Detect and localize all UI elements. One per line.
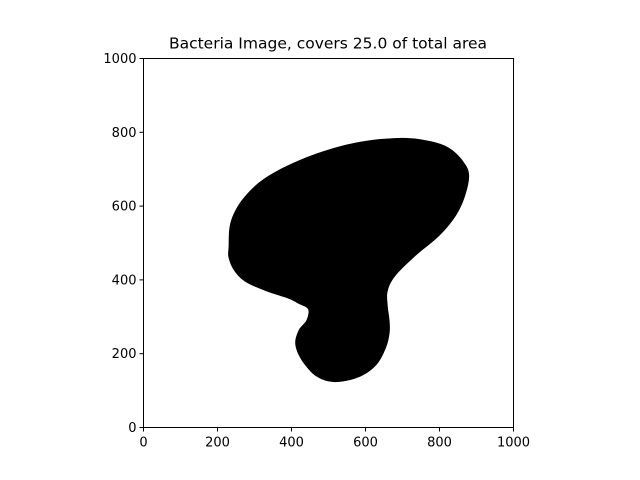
x-tick-label: 1000 bbox=[497, 436, 530, 451]
x-tick-label: 0 bbox=[139, 436, 147, 451]
y-tick-label: 1000 bbox=[103, 52, 136, 67]
y-tick-label: 600 bbox=[112, 200, 137, 215]
y-tick-label: 800 bbox=[112, 126, 137, 141]
bacteria-region bbox=[228, 137, 470, 383]
y-tick-label: 0 bbox=[128, 421, 136, 436]
plot-frame bbox=[143, 58, 514, 428]
y-tick-label: 400 bbox=[112, 273, 137, 288]
x-tick-label: 400 bbox=[279, 436, 304, 451]
x-tick-label: 600 bbox=[353, 436, 378, 451]
x-tick-label: 800 bbox=[427, 436, 452, 451]
plot-area: 0 200 400 600 800 1000 0 200 400 600 800 1000 bbox=[103, 52, 530, 451]
y-tick-label: 200 bbox=[112, 347, 137, 362]
chart-title: Bacteria Image, covers 25.0 of total are… bbox=[169, 35, 487, 53]
x-tick-label: 200 bbox=[205, 436, 230, 451]
